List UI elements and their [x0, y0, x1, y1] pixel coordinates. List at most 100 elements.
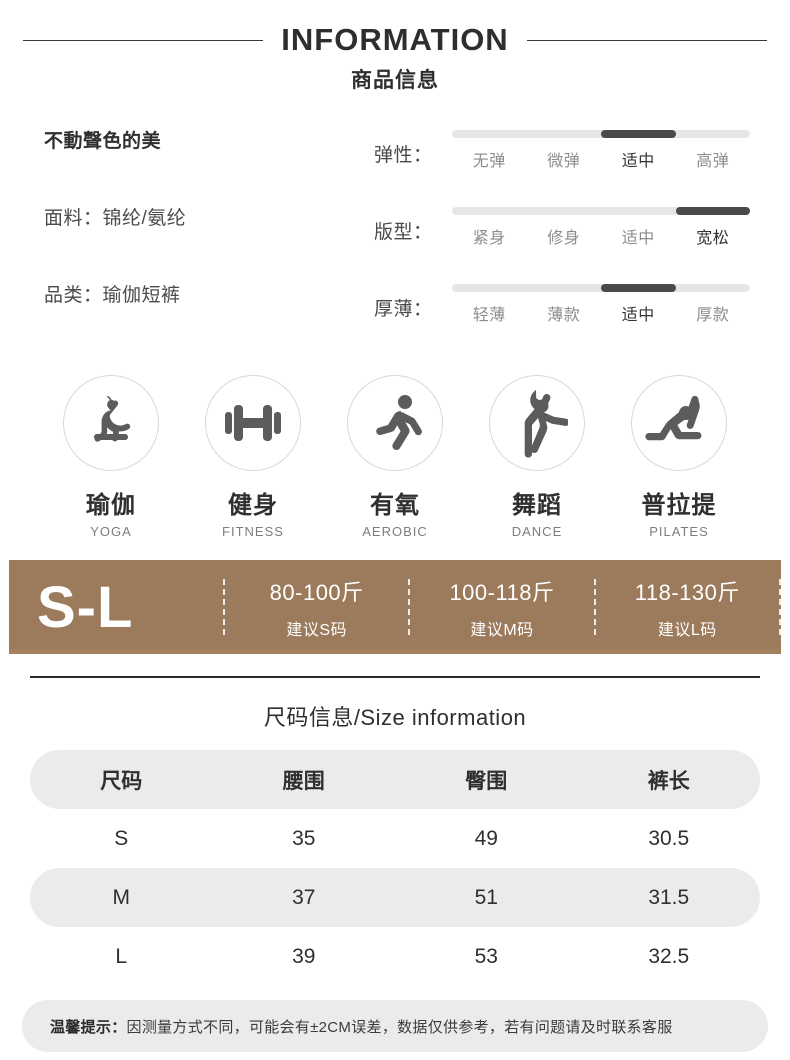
spec-option-elasticity-0[interactable]: 无弹: [472, 153, 506, 170]
spec-thumb-thickness[interactable]: [601, 284, 676, 292]
activity-circle-fitness: [205, 375, 301, 471]
spec-options-fit: 紧身 修身 适中 宽松: [452, 224, 750, 248]
spec-option-fit-0[interactable]: 紧身: [472, 230, 506, 247]
spec-options-elasticity: 无弹 微弹 适中 高弹: [452, 147, 750, 171]
spec-option-elasticity-3[interactable]: 高弹: [696, 153, 730, 170]
activity-label-cn-aerobic: 有氧: [370, 492, 420, 519]
spec-slider-elasticity[interactable]: 无弹 微弹 适中 高弹: [452, 122, 750, 171]
yoga-pose-icon: [94, 396, 131, 442]
banner-divider-0: [223, 579, 225, 635]
banner-weight-m: 100-118斤: [449, 579, 555, 605]
banner-size-range: S-L: [37, 574, 134, 640]
spec-track-thickness: [452, 284, 750, 292]
spec-option-fit-3[interactable]: 宽松: [696, 230, 730, 247]
cell-waist-m: 37: [292, 885, 316, 909]
size-column-header-length: 裤长: [647, 769, 690, 793]
spec-track-elasticity: [452, 130, 750, 138]
spec-slider-thickness[interactable]: 轻薄 薄款 适中 厚款: [452, 276, 750, 325]
table-row: M 37 51 31.5: [30, 868, 760, 927]
activity-label-en-yoga: YOGA: [90, 524, 132, 539]
cell-hip-m: 51: [474, 885, 498, 909]
spec-track-fit: [452, 207, 750, 215]
table-row: L 39 53 32.5: [30, 927, 760, 986]
banner-divider-3: [778, 579, 781, 635]
activity-label-cn-yoga: 瑜伽: [86, 492, 136, 519]
banner-weight-groups: 80-100斤 建议S码 100-118斤 建议M码 118-130斤 建议L码: [223, 575, 781, 640]
dumbbell-icon: [225, 405, 281, 441]
cell-size-l: L: [115, 944, 128, 968]
cell-hip-l: 53: [474, 944, 498, 968]
cell-size-s: S: [114, 826, 129, 850]
spec-option-thickness-2[interactable]: 适中: [621, 307, 655, 324]
spec-label-fit: 版型：: [374, 222, 433, 243]
size-table-top-rule: [30, 676, 760, 678]
activity-pilates: 普拉提 PILATES: [619, 375, 739, 539]
banner-group-s: 80-100斤 建议S码: [225, 575, 408, 640]
banner-suggestion-l: 建议L码: [657, 621, 717, 639]
cell-length-l: 32.5: [648, 944, 690, 968]
spec-option-fit-1[interactable]: 修身: [547, 230, 581, 247]
spec-options-thickness: 轻薄 薄款 适中 厚款: [452, 301, 750, 325]
spec-option-thickness-1[interactable]: 薄款: [547, 307, 581, 324]
pilates-pose-icon: [645, 395, 702, 441]
spec-label-thickness: 厚薄：: [374, 299, 433, 320]
activity-yoga: 瑜伽 YOGA: [51, 375, 171, 539]
spec-option-thickness-3[interactable]: 厚款: [696, 307, 730, 324]
spec-row-thickness: 厚薄： 轻薄 薄款 适中 厚款: [374, 276, 750, 353]
size-column-header-size: 尺码: [100, 769, 143, 793]
cell-length-m: 31.5: [648, 885, 690, 909]
activity-aerobic: 有氧 AEROBIC: [335, 375, 455, 539]
banner-weight-s: 80-100斤: [269, 579, 364, 605]
activity-circle-aerobic: [347, 375, 443, 471]
cell-size-m: M: [112, 885, 131, 909]
spec-slider-list: 弹性： 无弹 微弹 适中 高弹 版型： 紧身: [374, 122, 790, 357]
spec-option-thickness-0[interactable]: 轻薄: [472, 307, 506, 324]
spec-slider-fit[interactable]: 紧身 修身 适中 宽松: [452, 199, 750, 248]
size-table: 尺码 腰围 臀围 裤长 S 35 49 30.5 M 37 51 31.5 L …: [30, 750, 760, 986]
activity-label-cn-dance: 舞蹈: [512, 492, 562, 519]
banner-weight-l: 118-130斤: [634, 579, 740, 605]
page-title-en: INFORMATION: [281, 22, 509, 57]
cell-length-s: 30.5: [648, 826, 690, 850]
product-attributes-list: 不動聲色的美 面料：锦纶/氨纶 品类：瑜伽短裤: [44, 122, 374, 357]
spec-thumb-elasticity[interactable]: [601, 130, 676, 138]
banner-group-l: 118-130斤 建议L码: [596, 575, 779, 640]
spec-option-elasticity-2[interactable]: 适中: [621, 153, 655, 170]
running-person-icon: [376, 395, 422, 451]
product-info-section: 不動聲色的美 面料：锦纶/氨纶 品类：瑜伽短裤 弹性： 无弹 微弹 适中 高弹 …: [0, 122, 790, 357]
spec-row-fit: 版型： 紧身 修身 适中 宽松: [374, 199, 750, 276]
size-recommendation-banner: S-L 80-100斤 建议S码 100-118斤 建议M码 118-130斤 …: [9, 560, 781, 654]
banner-group-m: 100-118斤 建议M码: [410, 575, 593, 640]
activity-circle-yoga: [63, 375, 159, 471]
activity-label-cn-fitness: 健身: [228, 492, 278, 519]
cell-waist-s: 35: [292, 826, 316, 850]
spec-option-elasticity-1[interactable]: 微弹: [547, 153, 581, 170]
spec-thumb-fit[interactable]: [675, 207, 750, 215]
size-column-header-waist: 腰围: [282, 769, 325, 793]
spec-row-elasticity: 弹性： 无弹 微弹 适中 高弹: [374, 122, 750, 199]
product-category: 品类：瑜伽短裤: [44, 285, 181, 306]
spec-option-fit-2[interactable]: 适中: [621, 230, 655, 247]
page-header: INFORMATION 商品信息: [0, 0, 790, 94]
cell-waist-l: 39: [292, 944, 316, 968]
activity-circle-pilates: [631, 375, 727, 471]
cell-hip-s: 49: [474, 826, 498, 850]
activity-icon-row: 瑜伽 YOGA 健身 FITNESS: [0, 375, 790, 539]
dancer-icon: [524, 390, 568, 458]
activity-circle-dance: [489, 375, 585, 471]
size-column-header-hip: 臀围: [465, 769, 508, 793]
activity-label-en-pilates: PILATES: [649, 524, 709, 539]
header-rule-left: [23, 39, 264, 41]
note-text: 因测量方式不同，可能会有±2CM误差，数据仅供参考，若有问题请及时联系客服: [126, 1018, 673, 1036]
note-label: 温馨提示：: [50, 1018, 127, 1036]
size-table-header-row: 尺码 腰围 臀围 裤长: [30, 750, 760, 809]
measurement-note: 温馨提示： 因测量方式不同，可能会有±2CM误差，数据仅供参考，若有问题请及时联…: [22, 1000, 768, 1052]
spec-label-elasticity: 弹性：: [374, 145, 433, 166]
banner-suggestion-s: 建议S码: [286, 621, 347, 639]
activity-label-en-fitness: FITNESS: [222, 524, 284, 539]
activity-dance: 舞蹈 DANCE: [477, 375, 597, 539]
page-title-cn: 商品信息: [351, 69, 439, 92]
header-rule-right: [526, 39, 767, 41]
activity-label-en-aerobic: AEROBIC: [362, 524, 428, 539]
activity-fitness: 健身 FITNESS: [193, 375, 313, 539]
